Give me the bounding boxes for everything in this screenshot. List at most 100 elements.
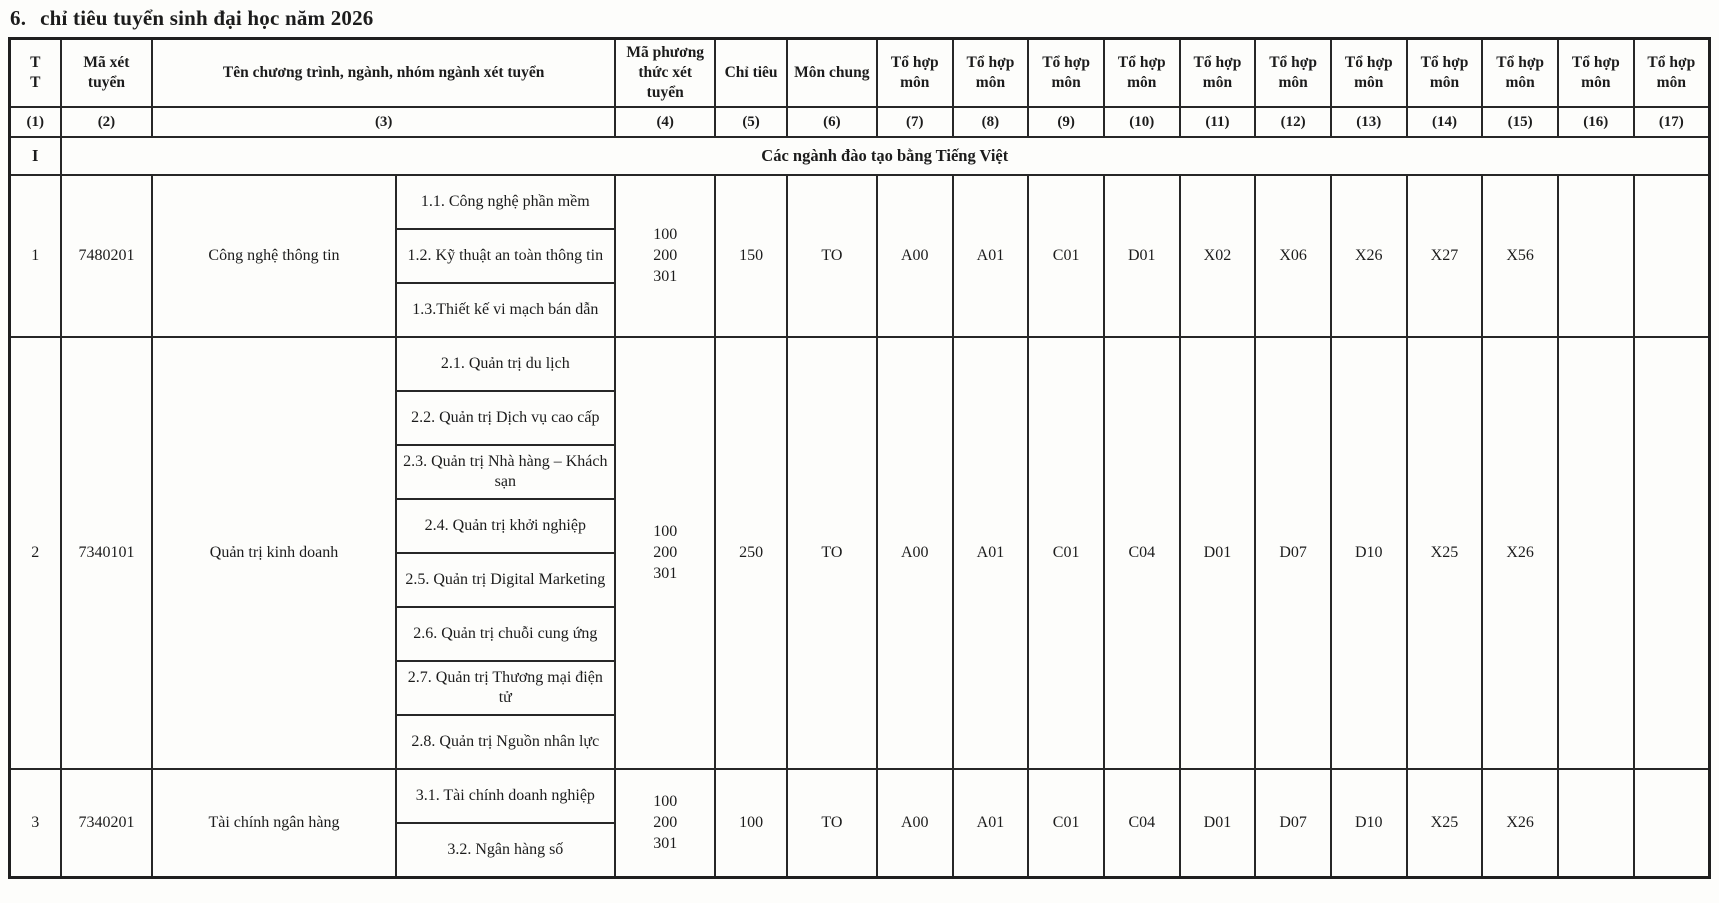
cell-to-hop-10: C04: [1102, 768, 1181, 879]
header-row: T T Mã xét tuyển Tên chương trình, ngành, …: [8, 37, 1711, 109]
cell-ma-xet-tuyen: 7480201: [59, 174, 154, 339]
column-header-to_hop_14: Tổ hợp môn: [1405, 37, 1484, 109]
cell-to-hop-12: X06: [1254, 174, 1332, 339]
cell-chuong-trinh: 2.4. Quản trị khởi nghiệp: [394, 498, 617, 555]
column-number-to_hop_12: (12): [1254, 106, 1332, 139]
column-number-chi_tieu: (5): [714, 106, 788, 139]
cell-mon-chung: TO: [785, 174, 878, 339]
table-row: 1.2. Kỹ thuật an toàn thông tin: [10, 228, 1710, 285]
column-header-to_hop_13: Tổ hợp môn: [1329, 37, 1408, 109]
cell-chuong-trinh: 2.7. Quản trị Thương mại điện tử: [394, 660, 617, 717]
column-number-row: (1) (2) (3) (4) (5) (6) (7) (8) (9) (10) (11) (12)(…: [8, 106, 1711, 139]
column-header-to_hop_17: Tổ hợp môn: [1632, 37, 1711, 109]
cell-to-hop-14: X25: [1405, 768, 1484, 879]
section-label: Các ngành đào tạo bằng Tiếng Việt: [59, 136, 1711, 177]
cell-chuong-trinh: 3.2. Ngân hàng số: [394, 822, 617, 879]
cell-to-hop-17: [1632, 336, 1711, 771]
cell-chi-tieu: 100: [714, 768, 788, 879]
cell-chuong-trinh: 3.1. Tài chính doanh nghiệp: [394, 768, 617, 825]
cell-to-hop-14: X27: [1405, 174, 1484, 339]
cell-to-hop-17: [1632, 174, 1711, 339]
cell-chuong-trinh: 2.5. Quản trị Digital Marketing: [394, 552, 617, 609]
column-header-to_hop_9: Tổ hợp môn: [1027, 37, 1105, 109]
cell-to-hop-13: D10: [1329, 768, 1408, 879]
cell-mon-chung: TO: [785, 768, 878, 879]
cell-to-hop-17: [1632, 768, 1711, 879]
table-row: 2.6. Quản trị chuỗi cung ứng: [10, 606, 1710, 663]
cell-to-hop-16: [1556, 336, 1635, 771]
column-number-ma_xet_tuyen: (2): [59, 106, 154, 139]
table-row: 2.2. Quản trị Dịch vụ cao cấp: [10, 390, 1710, 447]
column-number-to_hop_11: (11): [1178, 106, 1257, 139]
table-row: 2.5. Quản trị Digital Marketing: [10, 552, 1710, 609]
column-header-ma_xet_tuyen: Mã xét tuyển: [59, 37, 154, 109]
cell-nganh: Quản trị kinh doanh: [151, 336, 397, 771]
column-header-mon_chung: Môn chung: [785, 37, 878, 109]
column-number-to_hop_17: (17): [1632, 106, 1711, 139]
table-row: 2.4. Quản trị khởi nghiệp: [10, 498, 1710, 555]
cell-to-hop-7: A00: [875, 768, 954, 879]
column-number-mon_chung: (6): [785, 106, 878, 139]
column-number-ten: (3): [151, 106, 617, 139]
column-number-to_hop_15: (15): [1481, 106, 1559, 139]
column-header-to_hop_10: Tổ hợp môn: [1102, 37, 1181, 109]
page-title: 6. chỉ tiêu tuyển sinh đại học năm 2026: [10, 6, 1711, 31]
cell-chuong-trinh: 2.3. Quản trị Nhà hàng – Khách sạn: [394, 444, 617, 501]
section-index: I: [8, 136, 62, 177]
cell-to-hop-11: D01: [1178, 336, 1257, 771]
column-header-to_hop_7: Tổ hợp môn: [875, 37, 954, 109]
column-number-to_hop_8: (8): [951, 106, 1030, 139]
cell-to-hop-12: D07: [1254, 768, 1332, 879]
cell-ma-xet-tuyen: 7340201: [59, 768, 154, 879]
cell-to-hop-7: A00: [875, 174, 954, 339]
cell-to-hop-8: A01: [951, 174, 1030, 339]
cell-tt: 3: [8, 768, 62, 879]
table-row: 2.3. Quản trị Nhà hàng – Khách sạn: [10, 444, 1710, 501]
table-row: 2.8. Quản trị Nguồn nhân lực: [10, 714, 1710, 771]
column-header-to_hop_16: Tổ hợp môn: [1556, 37, 1635, 109]
cell-nganh: Tài chính ngân hàng: [151, 768, 397, 879]
cell-to-hop-9: C01: [1027, 174, 1105, 339]
page-title-number: 6.: [10, 6, 27, 30]
cell-to-hop-16: [1556, 768, 1635, 879]
table-row: 3.2. Ngân hàng số: [10, 822, 1710, 879]
cell-chuong-trinh: 1.1. Công nghệ phần mềm: [394, 174, 617, 231]
column-number-to_hop_13: (13): [1329, 106, 1408, 139]
cell-mon-chung: TO: [785, 336, 878, 771]
cell-to-hop-8: A01: [951, 768, 1030, 879]
table-row: 3 7340201 Tài chính ngân hàng 3.1. Tài chín…: [8, 768, 1711, 879]
cell-to-hop-11: D01: [1178, 768, 1257, 879]
cell-to-hop-13: D10: [1329, 336, 1408, 771]
cell-to-hop-9: C01: [1027, 768, 1105, 879]
column-header-to_hop_12: Tổ hợp môn: [1254, 37, 1332, 109]
column-header-to_hop_8: Tổ hợp môn: [951, 37, 1030, 109]
cell-to-hop-10: C04: [1102, 336, 1181, 771]
cell-to-hop-10: D01: [1102, 174, 1181, 339]
column-number-ma_phuong_thuc: (4): [614, 106, 717, 139]
table-row: 2 7340101 Quản trị kinh doanh 2.1. Quản trị…: [8, 336, 1711, 771]
cell-chi-tieu: 150: [714, 174, 788, 339]
table-row: 2.7. Quản trị Thương mại điện tử: [10, 660, 1710, 717]
cell-to-hop-15: X26: [1481, 768, 1559, 879]
cell-chuong-trinh: 2.6. Quản trị chuỗi cung ứng: [394, 606, 617, 663]
column-header-tt: T T: [8, 37, 62, 109]
cell-chuong-trinh: 1.2. Kỹ thuật an toàn thông tin: [394, 228, 617, 285]
cell-to-hop-15: X26: [1481, 336, 1559, 771]
cell-ma-phuong-thuc: 100 200 301: [614, 768, 717, 879]
cell-ma-phuong-thuc: 100 200 301: [614, 336, 717, 771]
cell-tt: 2: [8, 336, 62, 771]
cell-chuong-trinh: 2.2. Quản trị Dịch vụ cao cấp: [394, 390, 617, 447]
admissions-quota-table: T T Mã xét tuyển Tên chương trình, ngành, …: [8, 37, 1711, 880]
cell-chuong-trinh: 1.3.Thiết kế vi mạch bán dẫn: [394, 282, 617, 339]
cell-to-hop-14: X25: [1405, 336, 1484, 771]
section-row: I Các ngành đào tạo bằng Tiếng Việt: [8, 136, 1711, 177]
cell-to-hop-9: C01: [1027, 336, 1105, 771]
column-number-to_hop_16: (16): [1556, 106, 1635, 139]
column-header-to_hop_11: Tổ hợp môn: [1178, 37, 1257, 109]
cell-to-hop-8: A01: [951, 336, 1030, 771]
cell-to-hop-7: A00: [875, 336, 954, 771]
column-number-to_hop_9: (9): [1027, 106, 1105, 139]
table-row: 1 7480201 Công nghệ thông tin 1.1. Công ngh…: [8, 174, 1711, 339]
column-number-to_hop_10: (10): [1102, 106, 1181, 139]
column-number-to_hop_14: (14): [1405, 106, 1484, 139]
